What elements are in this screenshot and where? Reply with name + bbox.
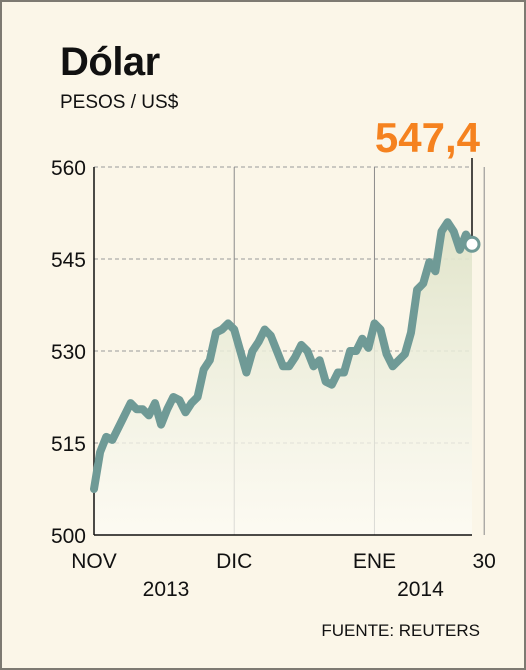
x-year-label: 2014	[397, 578, 444, 601]
x-tick-label: ENE	[353, 550, 396, 573]
series-line	[90, 218, 476, 493]
y-tick-label: 515	[51, 433, 86, 456]
area-fill	[94, 222, 472, 535]
y-tick-label: 560	[51, 157, 86, 180]
x-tick-label: DIC	[216, 550, 252, 573]
x-tick-label: 30	[473, 550, 496, 573]
x-year-label: 2013	[143, 578, 190, 601]
chart-title: Dólar	[60, 40, 160, 84]
y-tick-label: 545	[51, 249, 86, 272]
last-value-label: 547,4	[375, 114, 481, 161]
y-tick-label: 500	[51, 525, 86, 548]
y-tick-label: 530	[51, 341, 86, 364]
last-point-marker	[463, 235, 481, 253]
chart-subtitle: PESOS / US$	[60, 92, 179, 113]
x-tick-label: NOV	[71, 550, 117, 573]
source-note: FUENTE: REUTERS	[321, 621, 480, 640]
